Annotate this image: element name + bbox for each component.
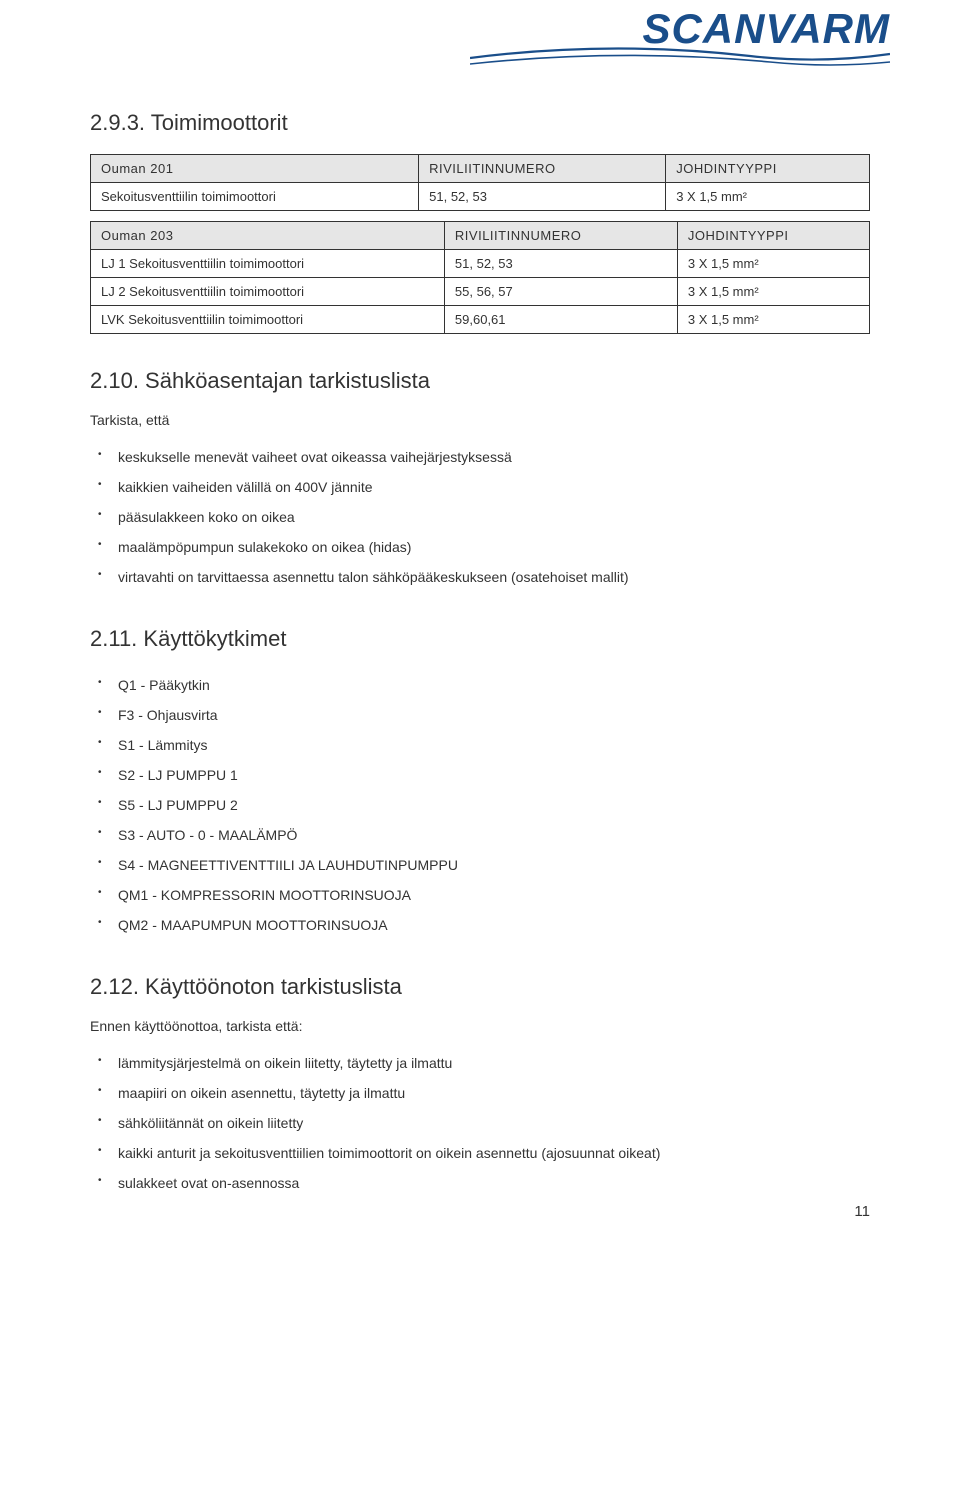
list-item: S2 - LJ PUMPPU 1: [118, 760, 870, 790]
table-header: JOHDINTYYPPI: [677, 222, 869, 250]
brand-logo: SCANVARM: [470, 10, 890, 75]
table-header: JOHDINTYYPPI: [666, 155, 870, 183]
list-item: F3 - Ohjausvirta: [118, 700, 870, 730]
table-cell: LVK Sekoitusventtiilin toimimoottori: [91, 306, 445, 334]
table-cell: LJ 1 Sekoitusventtiilin toimimoottori: [91, 250, 445, 278]
list-item: lämmitysjärjestelmä on oikein liitetty, …: [118, 1048, 870, 1078]
table-cell: Sekoitusventtiilin toimimoottori: [91, 183, 419, 211]
table-cell: 55, 56, 57: [444, 278, 677, 306]
table-row: LJ 1 Sekoitusventtiilin toimimoottori 51…: [91, 250, 870, 278]
heading-293: 2.9.3. Toimimoottorit: [90, 110, 870, 136]
heading-212: 2.12. Käyttöönoton tarkistuslista: [90, 974, 870, 1000]
table-header: Ouman 203: [91, 222, 445, 250]
table-row: LVK Sekoitusventtiilin toimimoottori 59,…: [91, 306, 870, 334]
table-ouman-201: Ouman 201 RIVILIITINNUMERO JOHDINTYYPPI …: [90, 154, 870, 211]
list-212: lämmitysjärjestelmä on oikein liitetty, …: [90, 1048, 870, 1198]
table-header: Ouman 201: [91, 155, 419, 183]
list-item: sähköliitännät on oikein liitetty: [118, 1108, 870, 1138]
list-item: Q1 - Pääkytkin: [118, 670, 870, 700]
table-header: RIVILIITINNUMERO: [419, 155, 666, 183]
page-number: 11: [854, 1203, 870, 1220]
table-cell: LJ 2 Sekoitusventtiilin toimimoottori: [91, 278, 445, 306]
intro-212: Ennen käyttöönottoa, tarkista että:: [90, 1018, 870, 1034]
table-cell: 3 X 1,5 mm²: [666, 183, 870, 211]
intro-210: Tarkista, että: [90, 412, 870, 428]
table-row: LJ 2 Sekoitusventtiilin toimimoottori 55…: [91, 278, 870, 306]
table-cell: 3 X 1,5 mm²: [677, 278, 869, 306]
table-row: Sekoitusventtiilin toimimoottori 51, 52,…: [91, 183, 870, 211]
logo-text: SCANVARM: [470, 10, 890, 48]
table-cell: 3 X 1,5 mm²: [677, 250, 869, 278]
table-ouman-203: Ouman 203 RIVILIITINNUMERO JOHDINTYYPPI …: [90, 221, 870, 334]
heading-211: 2.11. Käyttökytkimet: [90, 626, 870, 652]
list-item: S5 - LJ PUMPPU 2: [118, 790, 870, 820]
list-item: S3 - AUTO - 0 - MAALÄMPÖ: [118, 820, 870, 850]
list-211: Q1 - Pääkytkin F3 - Ohjausvirta S1 - Läm…: [90, 670, 870, 940]
list-item: maapiiri on oikein asennettu, täytetty j…: [118, 1078, 870, 1108]
table-cell: 51, 52, 53: [419, 183, 666, 211]
table-cell: 3 X 1,5 mm²: [677, 306, 869, 334]
table-header: RIVILIITINNUMERO: [444, 222, 677, 250]
table-cell: 51, 52, 53: [444, 250, 677, 278]
list-item: QM1 - KOMPRESSORIN MOOTTORINSUOJA: [118, 880, 870, 910]
list-item: kaikki anturit ja sekoitusventtiilien to…: [118, 1138, 870, 1168]
logo-swoosh-icon: [470, 44, 890, 70]
list-item: kaikkien vaiheiden välillä on 400V jänni…: [118, 472, 870, 502]
list-item: S1 - Lämmitys: [118, 730, 870, 760]
list-item: virtavahti on tarvittaessa asennettu tal…: [118, 562, 870, 592]
heading-210: 2.10. Sähköasentajan tarkistuslista: [90, 368, 870, 394]
list-item: maalämpöpumpun sulakekoko on oikea (hida…: [118, 532, 870, 562]
list-item: S4 - MAGNEETTIVENTTIILI JA LAUHDUTINPUMP…: [118, 850, 870, 880]
list-item: QM2 - MAAPUMPUN MOOTTORINSUOJA: [118, 910, 870, 940]
list-item: pääsulakkeen koko on oikea: [118, 502, 870, 532]
list-210: keskukselle menevät vaiheet ovat oikeass…: [90, 442, 870, 592]
list-item: keskukselle menevät vaiheet ovat oikeass…: [118, 442, 870, 472]
table-cell: 59,60,61: [444, 306, 677, 334]
list-item: sulakkeet ovat on-asennossa: [118, 1168, 870, 1198]
